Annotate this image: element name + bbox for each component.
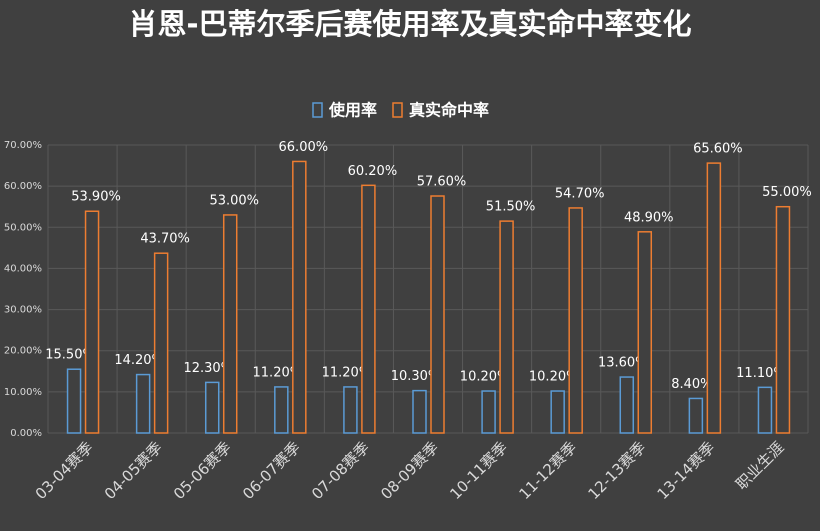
bar	[66, 368, 82, 434]
bar	[637, 231, 653, 434]
data-label: 15.50%	[45, 348, 95, 363]
y-tick-label: 20.00%	[4, 346, 42, 357]
y-tick-label: 50.00%	[4, 222, 42, 233]
bar	[204, 381, 220, 434]
data-label: 55.00%	[762, 185, 812, 200]
bar	[619, 376, 635, 434]
bar	[412, 389, 427, 434]
data-label: 66.00%	[279, 140, 329, 155]
y-tick-label: 30.00%	[4, 305, 42, 316]
bar	[84, 210, 100, 434]
y-tick-label: 70.00%	[4, 140, 42, 151]
data-label: 10.20%	[460, 370, 510, 385]
bar	[550, 390, 565, 434]
legend-label: 使用率	[328, 101, 377, 120]
bar	[153, 252, 169, 434]
data-label: 12.30%	[183, 361, 233, 376]
data-label: 11.20%	[322, 365, 372, 380]
data-label: 10.20%	[529, 370, 579, 385]
legend-swatch	[312, 102, 323, 118]
bar	[481, 390, 496, 434]
bar	[274, 386, 289, 434]
data-label: 53.00%	[209, 193, 259, 208]
bar	[499, 220, 514, 434]
bar	[706, 162, 722, 434]
y-tick-label: 10.00%	[4, 387, 42, 398]
data-label: 43.70%	[140, 232, 190, 247]
data-label: 60.20%	[348, 164, 398, 179]
data-label: 8.40%	[671, 377, 712, 392]
data-label: 14.20%	[114, 353, 164, 368]
data-label: 51.50%	[486, 200, 536, 215]
data-label: 57.60%	[417, 175, 467, 190]
data-label: 53.90%	[71, 190, 121, 205]
bar	[568, 207, 583, 434]
data-label: 11.10%	[736, 366, 786, 381]
chart-title: 肖恩-巴蒂尔季后赛使用率及真实命中率变化	[128, 7, 691, 41]
bar	[361, 184, 376, 434]
y-tick-label: 0.00%	[10, 428, 42, 439]
legend-label: 真实命中率	[409, 101, 489, 120]
legend-swatch	[392, 102, 403, 118]
data-label: 10.30%	[391, 369, 441, 384]
bar	[757, 386, 773, 434]
data-label: 13.60%	[598, 356, 648, 371]
y-tick-label: 40.00%	[4, 263, 42, 274]
data-label: 65.60%	[693, 142, 743, 157]
bar	[775, 205, 791, 434]
bar	[688, 397, 704, 434]
data-label: 48.90%	[624, 210, 674, 225]
data-label: 54.70%	[555, 186, 605, 201]
y-tick-label: 60.00%	[4, 181, 42, 192]
bar	[135, 373, 151, 434]
data-label: 11.20%	[253, 365, 303, 380]
bar	[343, 386, 358, 434]
bar	[222, 214, 238, 434]
bar	[430, 195, 445, 434]
bar	[292, 160, 307, 434]
